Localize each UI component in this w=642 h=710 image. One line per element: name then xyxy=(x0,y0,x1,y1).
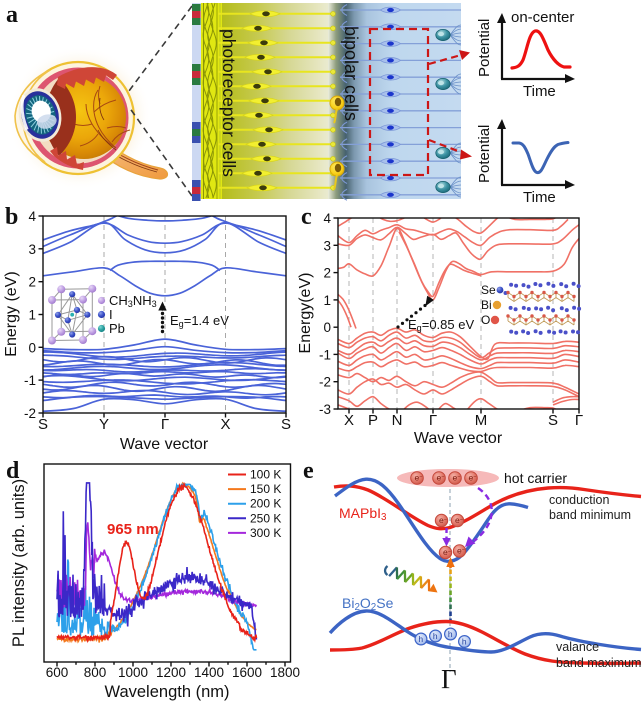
svg-text:250 K: 250 K xyxy=(250,511,281,525)
svg-text:1000: 1000 xyxy=(118,665,148,680)
svg-text:Energy(eV): Energy(eV) xyxy=(297,273,314,354)
svg-text:800: 800 xyxy=(84,665,107,680)
svg-text:Potential: Potential xyxy=(476,125,493,183)
svg-text:200 K: 200 K xyxy=(250,497,281,511)
svg-text:3: 3 xyxy=(323,238,331,253)
svg-text:Wave vector: Wave vector xyxy=(414,430,503,447)
svg-text:Y: Y xyxy=(99,416,109,433)
svg-text:Wavelength (nm): Wavelength (nm) xyxy=(104,683,229,701)
svg-text:0: 0 xyxy=(28,340,36,355)
svg-text:MAPbI3: MAPbI3 xyxy=(339,505,387,523)
svg-text:PL intensity (arb. units): PL intensity (arb. units) xyxy=(10,479,28,647)
svg-text:-1: -1 xyxy=(24,373,36,388)
svg-text:-3: -3 xyxy=(319,402,331,417)
svg-text:Pb: Pb xyxy=(109,321,125,336)
svg-text:hot carrier: hot carrier xyxy=(504,470,567,486)
svg-text:1400: 1400 xyxy=(194,665,224,680)
svg-text:600: 600 xyxy=(46,665,69,680)
svg-text:2: 2 xyxy=(28,275,36,290)
svg-text:Γ: Γ xyxy=(429,412,437,429)
svg-text:3: 3 xyxy=(28,242,36,257)
svg-text:S: S xyxy=(281,416,291,433)
svg-text:h: h xyxy=(418,634,423,644)
svg-text:S: S xyxy=(548,412,558,429)
svg-text:2: 2 xyxy=(323,266,331,281)
svg-text:1: 1 xyxy=(323,293,331,308)
svg-text:Γ: Γ xyxy=(575,412,583,429)
svg-text:-2: -2 xyxy=(319,375,331,390)
svg-text:4: 4 xyxy=(28,209,36,224)
svg-text:X: X xyxy=(220,416,230,433)
svg-text:-1: -1 xyxy=(319,347,331,362)
svg-text:300 K: 300 K xyxy=(250,526,281,540)
svg-text:a: a xyxy=(6,2,18,28)
svg-text:1200: 1200 xyxy=(156,665,186,680)
svg-text:Potential: Potential xyxy=(476,19,493,77)
svg-text:h: h xyxy=(448,629,453,639)
svg-text:X: X xyxy=(344,412,354,429)
svg-text:100 K: 100 K xyxy=(250,468,281,482)
svg-text:M: M xyxy=(475,412,488,429)
svg-text:I: I xyxy=(109,307,113,322)
svg-text:e: e xyxy=(303,458,314,484)
svg-text:-2: -2 xyxy=(24,406,36,421)
svg-text:1: 1 xyxy=(28,308,36,323)
svg-text:1600: 1600 xyxy=(232,665,262,680)
svg-text:CH3NH3: CH3NH3 xyxy=(109,293,157,309)
svg-text:Energy (eV): Energy (eV) xyxy=(3,271,20,356)
svg-text:photoreceptor cells: photoreceptor cells xyxy=(219,29,239,177)
svg-text:150 K: 150 K xyxy=(250,482,281,496)
svg-text:P: P xyxy=(368,412,378,429)
svg-text:h: h xyxy=(462,637,467,647)
svg-text:Time: Time xyxy=(523,189,556,206)
svg-text:4: 4 xyxy=(323,211,331,226)
svg-text:conduction: conduction xyxy=(549,493,610,507)
svg-text:Time: Time xyxy=(523,83,556,100)
svg-text:Bi: Bi xyxy=(481,298,492,312)
svg-text:valance: valance xyxy=(556,640,599,654)
svg-text:1800: 1800 xyxy=(270,665,300,680)
svg-text:965 nm: 965 nm xyxy=(107,521,159,538)
svg-text:S: S xyxy=(38,416,48,433)
svg-text:on-center: on-center xyxy=(511,9,574,26)
svg-text:N: N xyxy=(392,412,403,429)
svg-text:band minimum: band minimum xyxy=(549,508,631,522)
svg-text:c: c xyxy=(301,204,312,230)
svg-text:Wave vector: Wave vector xyxy=(120,436,209,453)
svg-text:O: O xyxy=(481,313,490,327)
svg-text:Se: Se xyxy=(481,283,496,297)
svg-text:band maximum: band maximum xyxy=(556,656,641,670)
svg-text:bipolar cells: bipolar cells xyxy=(341,26,361,121)
svg-text:Γ: Γ xyxy=(161,416,169,433)
svg-text:0: 0 xyxy=(323,320,331,335)
svg-text:b: b xyxy=(5,204,18,230)
svg-text:Γ: Γ xyxy=(441,664,457,694)
svg-text:h: h xyxy=(433,631,438,641)
